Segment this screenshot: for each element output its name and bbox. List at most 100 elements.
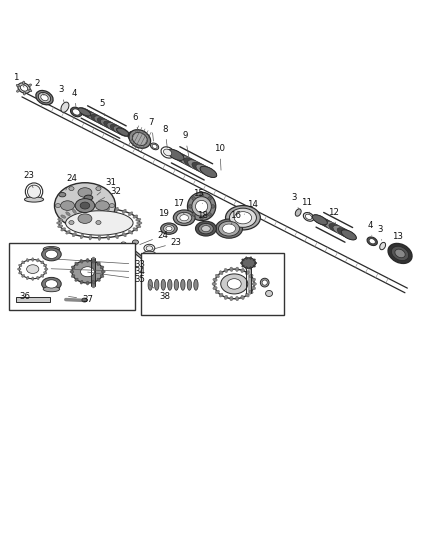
- Ellipse shape: [100, 119, 113, 128]
- Ellipse shape: [37, 276, 39, 280]
- Text: 2: 2: [34, 79, 44, 95]
- Ellipse shape: [115, 207, 118, 212]
- Ellipse shape: [254, 262, 257, 264]
- Bar: [141, 254, 284, 315]
- Ellipse shape: [212, 282, 216, 286]
- Ellipse shape: [215, 274, 219, 278]
- Ellipse shape: [246, 257, 247, 260]
- Ellipse shape: [110, 204, 115, 207]
- Ellipse shape: [224, 295, 228, 300]
- Ellipse shape: [200, 166, 217, 177]
- Ellipse shape: [96, 221, 101, 224]
- Ellipse shape: [61, 102, 69, 112]
- Ellipse shape: [215, 219, 243, 238]
- Text: 23: 23: [153, 238, 182, 249]
- Ellipse shape: [312, 215, 327, 225]
- Ellipse shape: [43, 246, 60, 252]
- Ellipse shape: [78, 214, 92, 223]
- Ellipse shape: [184, 158, 200, 169]
- Ellipse shape: [41, 94, 48, 101]
- Ellipse shape: [250, 266, 252, 269]
- Ellipse shape: [167, 149, 184, 160]
- Ellipse shape: [192, 197, 212, 216]
- Text: 13: 13: [392, 232, 403, 248]
- Ellipse shape: [159, 279, 161, 282]
- Ellipse shape: [250, 257, 252, 260]
- Ellipse shape: [25, 183, 43, 200]
- Text: 17: 17: [173, 199, 184, 214]
- Ellipse shape: [152, 144, 157, 149]
- Ellipse shape: [81, 266, 95, 277]
- Ellipse shape: [38, 92, 51, 103]
- Ellipse shape: [251, 287, 256, 289]
- Ellipse shape: [115, 234, 118, 239]
- Ellipse shape: [72, 209, 76, 214]
- Ellipse shape: [19, 260, 46, 279]
- Text: 12: 12: [328, 207, 339, 225]
- Ellipse shape: [369, 239, 375, 244]
- Ellipse shape: [78, 108, 91, 116]
- Ellipse shape: [230, 208, 256, 228]
- Ellipse shape: [171, 151, 188, 163]
- Ellipse shape: [18, 268, 21, 270]
- Ellipse shape: [325, 221, 340, 231]
- Ellipse shape: [41, 274, 44, 277]
- Ellipse shape: [95, 201, 110, 211]
- Ellipse shape: [107, 123, 120, 132]
- Ellipse shape: [92, 260, 95, 263]
- Ellipse shape: [136, 225, 141, 228]
- Ellipse shape: [97, 262, 100, 265]
- Ellipse shape: [32, 277, 34, 280]
- Ellipse shape: [321, 219, 336, 229]
- Text: 3: 3: [377, 225, 383, 240]
- Ellipse shape: [192, 162, 208, 173]
- Ellipse shape: [188, 160, 205, 171]
- Text: 18: 18: [197, 211, 208, 225]
- Ellipse shape: [80, 234, 84, 239]
- Ellipse shape: [242, 265, 244, 267]
- Ellipse shape: [60, 201, 74, 211]
- Ellipse shape: [25, 197, 44, 202]
- Ellipse shape: [213, 278, 217, 281]
- Ellipse shape: [241, 269, 244, 272]
- Ellipse shape: [367, 237, 378, 246]
- Ellipse shape: [242, 259, 244, 261]
- Ellipse shape: [195, 221, 216, 236]
- Ellipse shape: [341, 230, 357, 240]
- Ellipse shape: [42, 277, 61, 290]
- Ellipse shape: [166, 227, 172, 231]
- Ellipse shape: [152, 273, 155, 276]
- Ellipse shape: [72, 261, 103, 283]
- Ellipse shape: [192, 197, 195, 200]
- Text: 15: 15: [193, 189, 204, 204]
- Ellipse shape: [100, 274, 104, 278]
- Ellipse shape: [161, 147, 174, 158]
- Ellipse shape: [96, 187, 101, 191]
- Ellipse shape: [61, 215, 66, 218]
- Ellipse shape: [198, 223, 213, 234]
- Ellipse shape: [75, 262, 78, 265]
- Ellipse shape: [196, 164, 212, 175]
- Ellipse shape: [260, 278, 269, 287]
- Ellipse shape: [85, 111, 97, 120]
- Text: 33: 33: [51, 259, 145, 269]
- Ellipse shape: [69, 221, 74, 224]
- Ellipse shape: [219, 271, 223, 274]
- Ellipse shape: [236, 296, 239, 301]
- Ellipse shape: [180, 156, 196, 167]
- Ellipse shape: [59, 208, 140, 238]
- Ellipse shape: [249, 274, 253, 278]
- Ellipse shape: [78, 188, 92, 197]
- Ellipse shape: [128, 212, 133, 216]
- Ellipse shape: [41, 261, 44, 264]
- Ellipse shape: [200, 193, 203, 197]
- Ellipse shape: [262, 280, 267, 285]
- Ellipse shape: [230, 267, 233, 271]
- Ellipse shape: [305, 214, 312, 220]
- Ellipse shape: [78, 108, 91, 116]
- Ellipse shape: [236, 267, 239, 271]
- Ellipse shape: [188, 205, 192, 208]
- Ellipse shape: [195, 200, 208, 213]
- Text: 14: 14: [244, 200, 258, 214]
- Ellipse shape: [20, 85, 28, 91]
